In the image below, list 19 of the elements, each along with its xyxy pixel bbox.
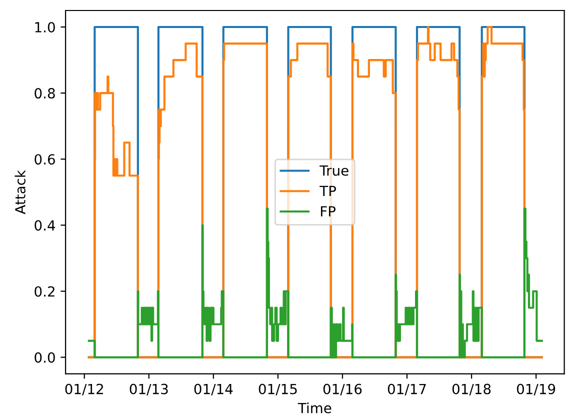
y-tick-label: 0.2 (34, 286, 54, 297)
x-tick-label: 01/18 (452, 384, 491, 396)
x-tick-label: 01/19 (516, 384, 556, 396)
y-tick-label: 0.0 (34, 352, 55, 363)
x-axis-title: Time (298, 402, 332, 414)
y-tick-label: 1.0 (35, 22, 55, 32)
x-tick-label: 01/13 (130, 384, 168, 396)
x-tick-label: 01/16 (323, 384, 362, 396)
x-tick-label: 01/17 (388, 384, 426, 396)
x-tick-label: 01/12 (65, 384, 103, 396)
y-tick-label: 0.8 (34, 88, 55, 99)
y-tick-label: 0.4 (34, 220, 56, 231)
legend-label: FP (320, 206, 336, 216)
y-tick-label: 0.6 (34, 154, 55, 165)
x-tick-label: 01/15 (258, 384, 297, 396)
legend-label: True (320, 165, 348, 176)
x-tick-label: 01/14 (194, 384, 233, 396)
legend-label: TP (320, 186, 336, 196)
y-axis-title: Attack (14, 170, 26, 214)
